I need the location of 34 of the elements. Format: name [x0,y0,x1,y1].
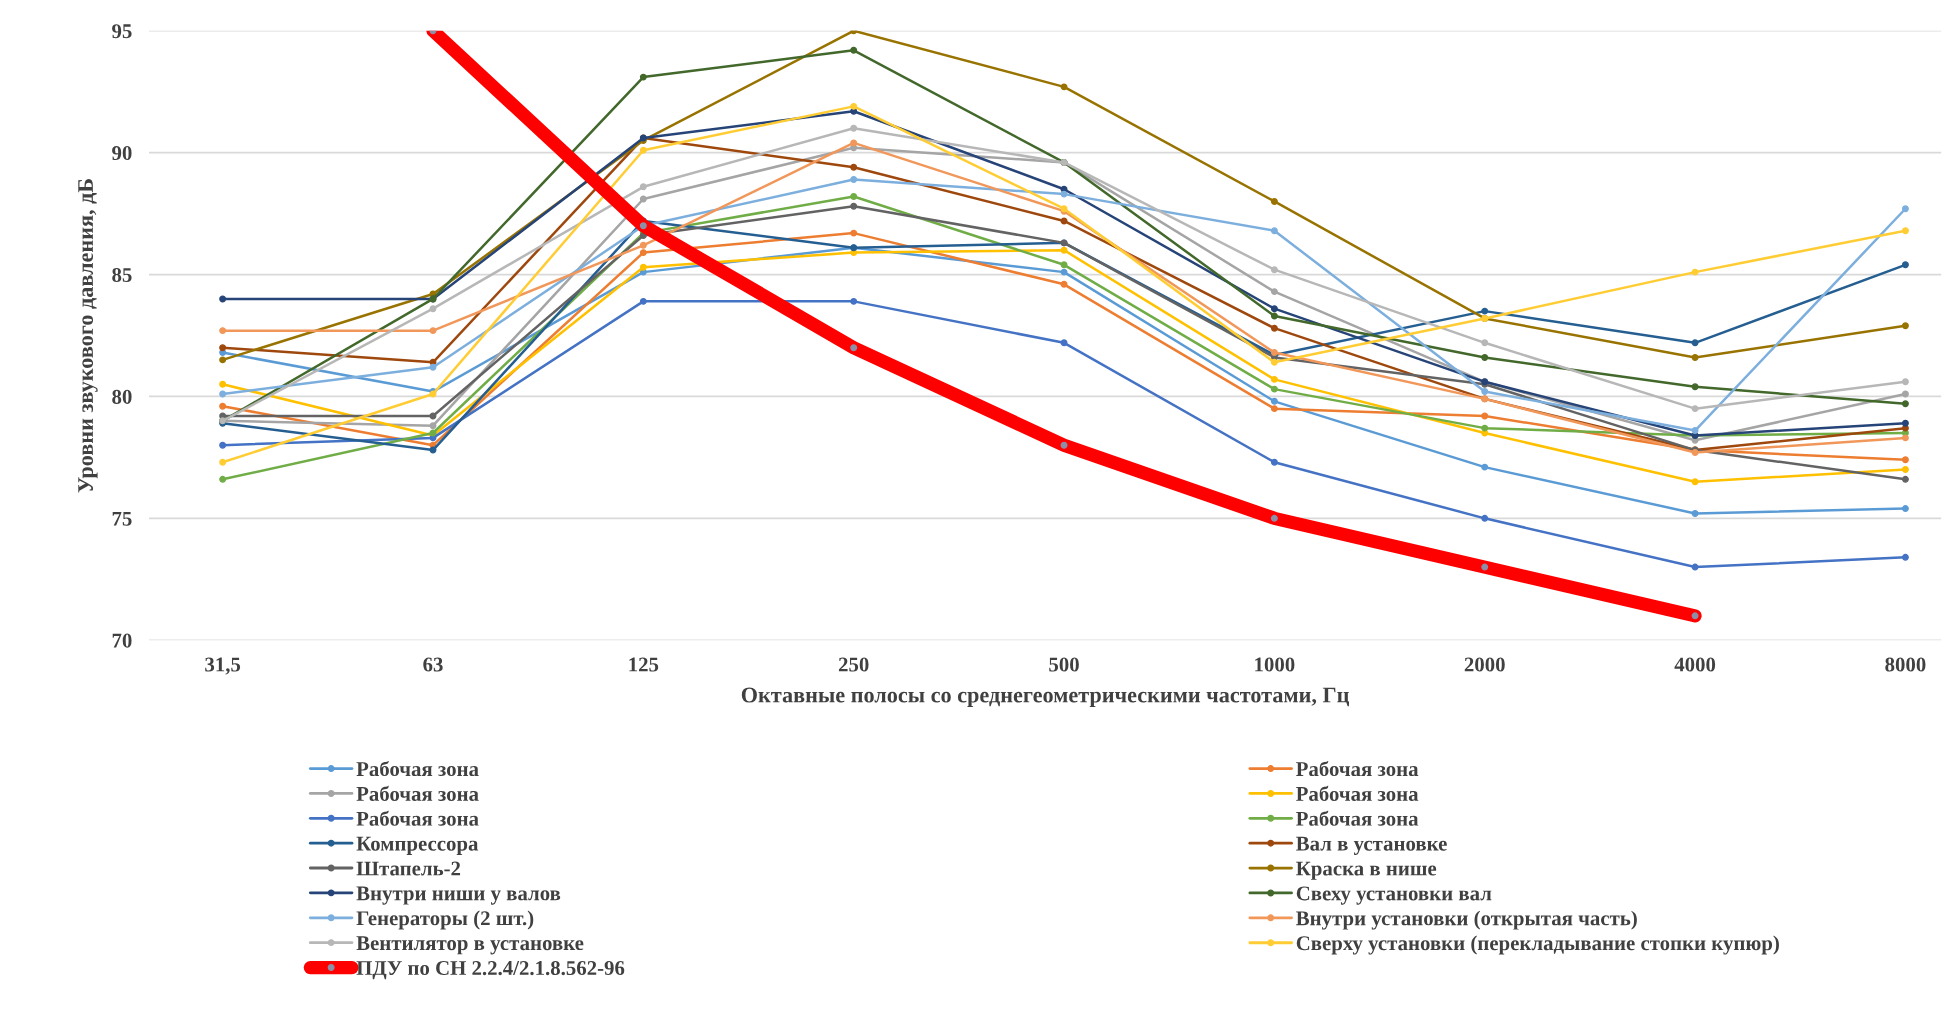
y-tick-label: 75 [112,511,132,526]
legend-label: Рабочая зона [356,785,479,801]
legend-label: ПДУ по СН 2.2.4/2.1.8.562-96 [356,960,625,980]
legend-label: Компрессора [356,836,479,855]
legend-label: Внутри установки (открытая часть) [1296,910,1637,930]
x-tick-label: 125 [629,657,659,672]
x-tick-label: 31,5 [205,657,241,675]
legend-label: Рабочая зона [356,810,479,826]
legend-label: Вал в установке [1296,836,1447,855]
x-tick-label: 250 [838,657,869,672]
legend-label: Штапель-2 [356,861,461,876]
legend-label: Вентилятор в установке [356,936,584,955]
legend-label: Сверху установки (перекладывание стопки купюр) [1296,935,1779,955]
legend-label: Свеху установки вал [1296,886,1492,905]
x-tick-label: 2000 [1464,657,1505,672]
legend-label: Рабочая зона [1296,810,1419,826]
x-tick-label: 63 [423,657,443,672]
x-tick-label: 4000 [1674,657,1716,672]
x-axis-title: Октавные полосы со среднегеометрическими частотами, Гц [741,687,1350,708]
legend-label: Краска в нише [1296,861,1437,880]
x-tick-label: 1000 [1255,657,1295,672]
y-tick-label: 95 [112,24,132,39]
legend-label: Рабочая зона [356,760,479,777]
y-axis-title: Уровни звукового давления, дБ [78,179,98,493]
y-tick-label: 85 [112,267,132,282]
legend-label: Внутри ниши у валов [356,886,561,905]
y-tick-label: 80 [112,389,132,404]
legend-label: Рабочая зона [1296,785,1419,801]
y-tick-label: 90 [112,146,132,161]
legend-label: Рабочая зона [1296,760,1419,777]
y-tick-label: 70 [112,633,132,648]
x-tick-label: 500 [1049,657,1079,672]
x-tick-label: 8000 [1885,657,1926,672]
legend-label: Генераторы (2 шт.) [356,910,534,930]
